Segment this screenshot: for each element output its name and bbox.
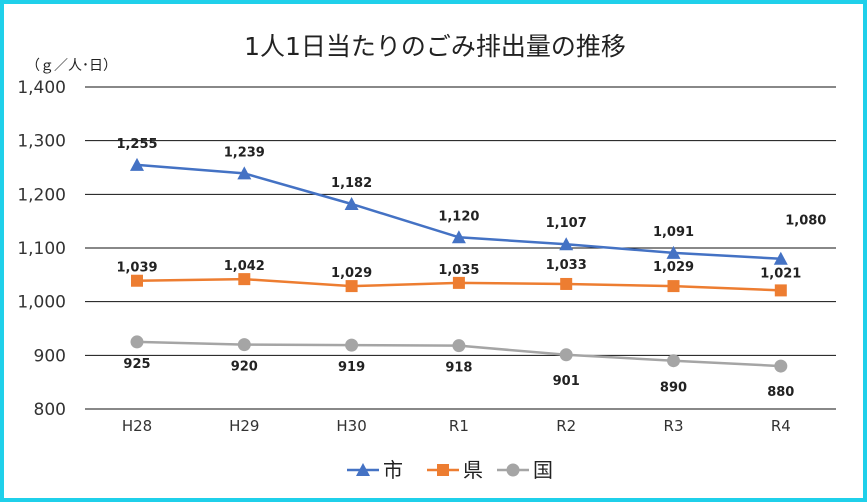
y-axis-ticks: 800 900 1,000 1,100 1,200 1,300 1,400 (17, 78, 66, 420)
data-label: 1,107 (546, 216, 587, 231)
x-tick-label: R1 (449, 417, 469, 435)
chart-title: 1人1日当たりのごみ排出量の推移 (244, 32, 626, 61)
data-label: 901 (553, 374, 580, 389)
data-point (773, 251, 788, 265)
data-label: 1,042 (224, 259, 265, 274)
data-point (344, 196, 359, 210)
data-point (345, 338, 359, 352)
data-point (559, 237, 574, 251)
x-tick-label: R3 (664, 417, 684, 435)
y-unit-label: （ｇ／人･日） (26, 58, 117, 74)
data-point (451, 230, 466, 244)
y-tick-label: 900 (34, 346, 66, 366)
legend-item: 市 (347, 458, 403, 482)
series-1: 1,039 1,042 1,029 1,035 1,033 1,029 1,021 (116, 258, 801, 297)
x-tick-label: R2 (556, 417, 576, 435)
series-group: 1,255 1,239 1,182 1,120 1,107 1,091 1,080 1,039… (116, 137, 826, 400)
legend-marker (356, 463, 370, 476)
y-tick-label: 1,100 (17, 239, 66, 259)
data-label: 890 (660, 381, 687, 396)
data-label: 1,035 (438, 263, 479, 278)
legend-label: 市 (383, 458, 403, 482)
legend-marker (437, 464, 449, 476)
data-point (452, 276, 465, 289)
gridlines (85, 86, 836, 410)
data-label: 880 (767, 385, 794, 400)
x-tick-label: H28 (122, 417, 152, 435)
data-point (238, 273, 251, 286)
series-0: 1,255 1,239 1,182 1,120 1,107 1,091 1,080 (116, 137, 826, 265)
data-label: 919 (338, 360, 365, 375)
x-tick-label: R4 (771, 417, 791, 435)
data-label: 1,239 (224, 145, 265, 160)
y-tick-label: 1,200 (17, 185, 66, 205)
data-label: 1,120 (438, 209, 479, 224)
data-label: 1,091 (653, 225, 694, 240)
legend-marker (506, 463, 520, 477)
data-point (237, 338, 251, 352)
legend-item: 県 (427, 458, 483, 482)
y-tick-label: 1,400 (17, 78, 66, 98)
data-point (667, 280, 680, 293)
data-point (237, 166, 252, 180)
data-label: 925 (123, 357, 150, 372)
data-label: 1,080 (785, 214, 826, 229)
data-point (131, 274, 143, 287)
legend-label: 国 (533, 458, 553, 482)
data-point (345, 280, 358, 293)
y-tick-label: 800 (34, 400, 66, 420)
data-point (452, 339, 466, 353)
x-axis-ticks: H28 H29 H30 R1 R2 R3 R4 (122, 417, 791, 435)
y-tick-label: 1,300 (17, 132, 66, 152)
y-tick-label: 1,000 (17, 293, 66, 313)
data-point (774, 359, 788, 373)
series-2: 925 920 919 918 901 890 880 (123, 335, 794, 400)
data-label: 1,029 (331, 266, 372, 281)
data-point (130, 157, 144, 171)
data-point (130, 335, 144, 349)
data-label: 1,021 (760, 266, 801, 281)
data-label: 918 (445, 361, 472, 376)
data-label: 1,182 (331, 176, 372, 191)
data-label: 1,029 (653, 260, 694, 275)
data-label: 1,033 (546, 258, 587, 273)
data-label: 920 (231, 360, 258, 375)
x-tick-label: H29 (229, 417, 259, 435)
legend-label: 県 (463, 458, 483, 482)
data-label: 1,039 (116, 261, 157, 276)
data-point (560, 277, 573, 290)
data-point (666, 245, 681, 259)
legend-item: 国 (497, 458, 553, 482)
x-tick-label: H30 (336, 417, 366, 435)
data-point (774, 284, 787, 297)
legend: 市県国 (347, 458, 553, 482)
data-label: 1,255 (116, 137, 157, 152)
data-point (667, 354, 680, 368)
data-point (559, 348, 573, 362)
